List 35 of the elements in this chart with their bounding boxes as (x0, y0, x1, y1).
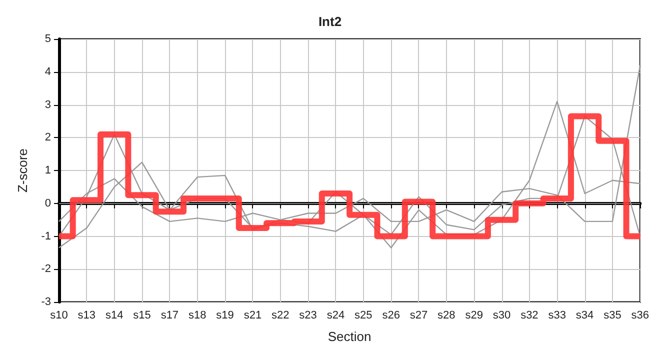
x-tick-label: s28 (438, 310, 456, 322)
x-tick-label: s34 (576, 310, 594, 322)
line-series (58, 64, 641, 248)
x-tick-label: s10 (50, 310, 68, 322)
x-tick-label: s36 (631, 310, 650, 322)
x-tick-label: s26 (382, 310, 400, 322)
x-tick-label: s21 (244, 310, 262, 322)
x-tick-label: s24 (326, 310, 345, 322)
chart-title: Int2 (318, 14, 342, 29)
x-tick-label: s14 (105, 310, 124, 322)
x-tick-label: s13 (78, 310, 96, 322)
x-axis-title: Section (328, 329, 372, 344)
y-tick-label: -1 (41, 230, 51, 242)
x-tick-label: s27 (410, 310, 428, 322)
y-tick-label: 5 (44, 33, 51, 45)
x-tick-label: s18 (188, 310, 206, 322)
y-tick-label: 0 (44, 197, 51, 210)
x-tick-label: s25 (354, 310, 372, 322)
x-tick-label: s23 (299, 310, 317, 322)
y-tick-label: 2 (44, 132, 51, 144)
x-tick-label: s30 (492, 310, 511, 322)
y-tick-label: 1 (44, 164, 51, 176)
y-tick-label: -3 (41, 296, 51, 308)
x-tick-label: s17 (160, 310, 179, 322)
x-tick-label: s19 (216, 310, 234, 322)
y-tick-label: -2 (41, 263, 51, 276)
y-tick-label: 3 (44, 98, 51, 111)
y-axis-title: Z-score (15, 148, 30, 193)
x-tick-label: s29 (465, 310, 483, 322)
y-tick-label: 4 (44, 66, 51, 78)
x-tick-label: s15 (133, 310, 151, 322)
x-tick-label: s22 (272, 310, 290, 322)
x-tick-label: s35 (604, 310, 622, 322)
x-tick-label: s33 (548, 310, 566, 322)
x-tick-label: s32 (520, 310, 538, 322)
